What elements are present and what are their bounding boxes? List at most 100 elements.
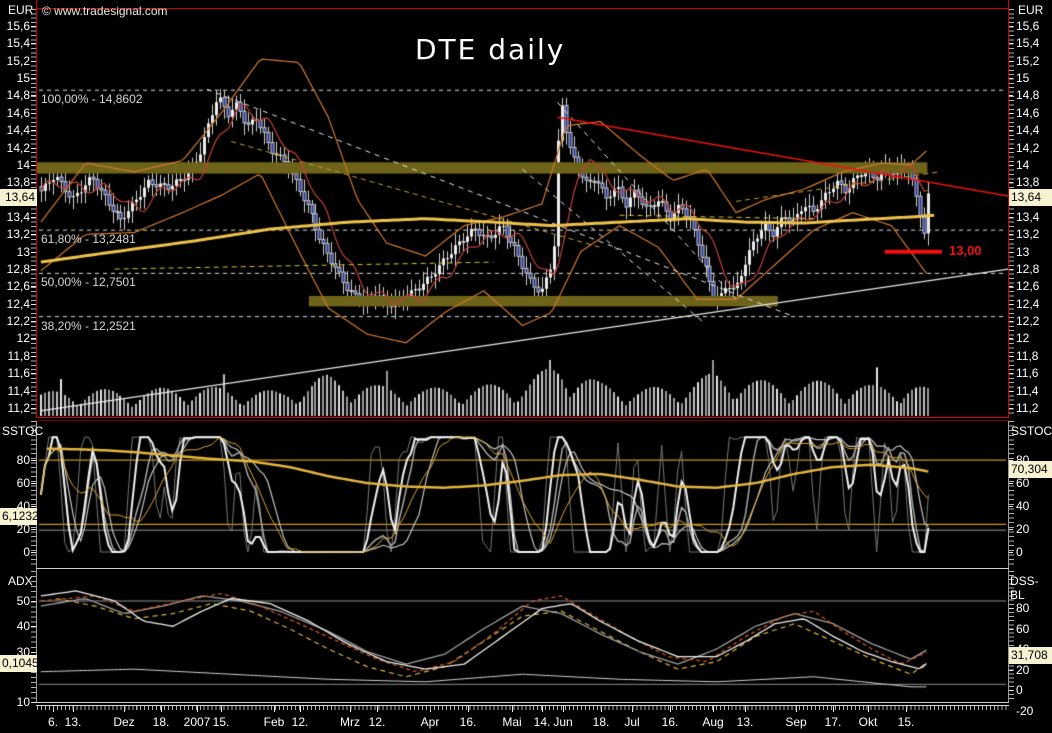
y-axis-tick-label-left: 13,2 [6,227,30,242]
y-axis-tick-label-left: 14,8 [6,88,30,103]
axis-tick-mark [1008,608,1013,609]
y-axis-tick-label-right: 11,8 [1016,348,1039,363]
x-axis-date-label: Feb [263,715,285,729]
y-axis-tick-label-right: 12,6 [1016,279,1040,294]
axis-tick-mark [31,269,36,271]
axis-tick-mark [1008,460,1013,462]
y-axis-tick-label-right: 11,2 [1016,400,1039,415]
dss-bl-label-right: DSS-BL [1010,574,1039,602]
x-axis-date-label: Mrz [340,715,360,729]
y-axis-tick-label-right: 14,6 [1016,105,1040,120]
y-axis-tick-label-left: 12,8 [6,262,30,277]
y-axis-tick-label-left: 12 [16,331,30,346]
x-axis-date-label: 13. [736,715,754,729]
adx-tick-label-left: 50 [16,594,30,608]
x-axis-date-label: 18. [592,715,610,729]
x-axis-date-label: Jul [624,715,640,729]
axis-tick-mark [1008,529,1013,531]
axis-tick-mark [31,303,36,305]
sstoc-tick-label-right: 60 [1016,476,1030,491]
x-axis-date-label: 12. [291,715,309,729]
x-axis-date-label: 15. [897,715,915,729]
axis-tick-mark [1008,164,1013,166]
axis-tick-mark [1008,95,1013,97]
axis-tick-mark [1008,43,1013,45]
adx-tick-label-left: 40 [16,619,30,634]
sstoc-label-right: SSTOC [1011,424,1052,438]
fibonacci-level-label: 38,20% - 12,2521 [41,318,136,333]
sstoc-marker-right: 70,304 [1009,461,1052,478]
y-axis-tick-label-left: 14,2 [6,140,30,155]
y-axis-tick-label-left: 13 [16,244,30,259]
axis-tick-mark [31,506,36,508]
x-axis-date-label: Dez [113,715,135,729]
y-axis-tick-label-left: 11,6 [7,366,30,381]
y-axis-tick-label-left: 11,2 [7,400,30,415]
frame-right-red [1008,0,1009,417]
axis-tick-mark [31,251,36,253]
axis-tick-mark [31,216,36,218]
x-axis-date-label: 15. [212,715,230,729]
axis-tick-mark [1008,321,1013,323]
separator-sstoc-top [36,420,1009,421]
frame-left-red [36,0,37,417]
y-axis-tick-label-left: 11,4 [7,383,30,398]
y-axis-tick-label-right: 12,2 [1016,314,1040,329]
x-axis-date-label: 2007 [183,715,211,729]
axis-tick-mark [1008,147,1013,149]
axis-tick-mark [1008,669,1013,671]
sstoc-tick-label-left: 60 [16,476,30,491]
y-axis-tick-label-right: 15 [1016,71,1030,86]
dss-bl-tick-label-right: -20 [1016,703,1034,718]
frame-top-red [36,8,1009,9]
axis-tick-mark [31,95,36,97]
sstoc-tick-label-left: 0 [23,545,30,559]
sstoc-tick-label-right: 0 [1016,545,1023,559]
y-axis-tick-label-right: 14,4 [1016,123,1040,138]
x-axis-date-label: Apr [420,715,440,729]
axis-tick-mark [1008,112,1013,114]
red-level-label: 13,00 [949,243,982,258]
x-axis-date-label: Mai [502,715,522,729]
left-axis-minor-ticks-sstoc [31,421,36,568]
sstoc-label-left: SSTOC [2,424,44,438]
frame-left-gray [36,421,37,702]
dss-bl-tick-label-right: 80 [1016,601,1030,615]
sstoc-tick-label-right: 20 [1016,522,1030,537]
axis-tick-mark [31,60,36,62]
axis-tick-mark [31,26,36,27]
y-axis-tick-label-left: 14 [16,157,30,172]
x-axis-date-label: 18. [152,715,170,729]
axis-tick-mark [1008,216,1013,218]
stochastic-panel-canvas[interactable] [37,421,1008,567]
axis-tick-mark [1008,690,1013,691]
y-axis-tick-label-right: 13,2 [1016,227,1040,242]
axis-tick-mark [1008,182,1013,184]
x-axis-date-label: Jun [553,715,573,729]
x-axis-date-label: 16. [661,715,679,729]
x-axis-date-label: 14. [533,715,551,729]
x-axis-date-label: Sep [785,715,807,729]
x-axis-date-label: 16. [459,715,477,729]
sstoc-marker-left: 6,1232 [0,508,37,525]
left-axis-minor-ticks-main [31,9,36,417]
x-axis-date-label: Aug [702,715,724,729]
adx-marker-left: 0,1045 [0,655,37,672]
y-axis-tick-label-right: 14 [1016,157,1030,172]
axis-tick-mark [1008,60,1013,62]
axis-tick-mark [31,651,36,653]
axis-tick-mark [1008,269,1013,271]
y-axis-tick-label-right: 11,6 [1016,366,1039,381]
x-axis-date-label: 6. [47,715,58,729]
axis-tick-mark [1008,552,1013,553]
fibonacci-level-label: 61,80% - 13,2481 [41,232,136,247]
axis-tick-mark [31,460,36,462]
y-axis-tick-label-left: 11,8 [7,348,30,363]
currency-label-left: EUR [8,3,34,17]
adx-panel-canvas[interactable] [37,571,1008,702]
axis-tick-mark [31,601,36,602]
main-price-chart-canvas[interactable] [37,9,1008,417]
axis-tick-mark [31,321,36,323]
y-axis-tick-label-left: 15,2 [6,53,30,68]
